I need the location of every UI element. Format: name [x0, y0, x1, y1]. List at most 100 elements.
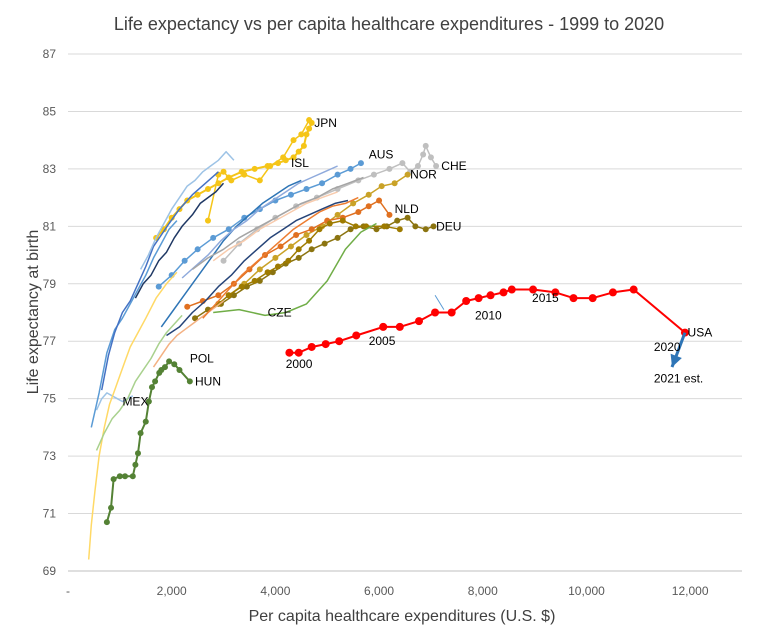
annotation-label: 2020	[654, 340, 681, 354]
data-point	[395, 322, 404, 331]
data-point	[110, 476, 117, 483]
data-point	[427, 154, 434, 161]
y-tick-label: 81	[43, 219, 57, 233]
data-point	[298, 131, 305, 138]
data-point	[507, 285, 516, 294]
y-tick-label: 79	[43, 277, 57, 291]
data-point	[376, 197, 383, 204]
data-point	[350, 200, 357, 207]
annotation-label: 2000	[286, 357, 313, 371]
annotation-label: USA	[688, 326, 713, 340]
data-point	[486, 291, 495, 300]
data-point	[352, 331, 361, 340]
annotation-label: CHE	[441, 159, 466, 173]
data-point	[256, 277, 263, 284]
data-point	[215, 292, 222, 299]
x-tick-label: 8,000	[468, 584, 498, 598]
data-point	[251, 277, 258, 284]
data-point	[355, 208, 362, 215]
data-point	[404, 214, 411, 221]
data-point	[404, 171, 411, 178]
data-point	[420, 151, 427, 158]
data-point	[422, 142, 429, 149]
data-point	[280, 154, 287, 161]
data-point	[396, 226, 403, 233]
data-point	[168, 214, 175, 221]
data-point	[499, 288, 508, 297]
data-point	[474, 294, 483, 303]
data-point	[307, 342, 316, 351]
data-point	[370, 171, 377, 178]
series-line	[95, 314, 183, 451]
data-point	[569, 294, 578, 303]
data-point	[290, 154, 297, 161]
data-point	[381, 223, 388, 230]
annotation-label: DEU	[436, 219, 461, 233]
annotation-label: CZE	[268, 306, 292, 320]
data-point	[319, 180, 326, 187]
data-point	[414, 317, 423, 326]
annotation-labels: JPN ISL AUS CHE NOR NLD DEU CZE POL HUN MEX USA 2020…	[122, 116, 712, 409]
data-point	[412, 223, 419, 230]
axes: 69 71 73 75 77 79 81 83 85 87 - 2,000 4,000 6,000 8,00…	[43, 47, 742, 598]
series-line	[139, 150, 235, 270]
series-line	[181, 165, 338, 279]
data-point	[293, 231, 300, 238]
data-point	[414, 163, 421, 170]
y-tick-label: 69	[43, 564, 57, 578]
annotation-label: ISL	[291, 156, 309, 170]
data-point	[103, 519, 110, 526]
data-point	[306, 117, 313, 124]
x-tick-label: -	[66, 584, 70, 598]
data-point	[303, 131, 310, 138]
callout-line	[434, 295, 445, 310]
data-point	[347, 165, 354, 172]
data-point	[277, 243, 284, 250]
x-tick-label: 2,000	[157, 584, 187, 598]
data-point	[108, 504, 115, 511]
data-point	[352, 223, 359, 230]
data-point	[137, 430, 144, 437]
annotation-label: 2005	[369, 334, 396, 348]
data-point	[357, 160, 364, 167]
data-point	[274, 263, 281, 270]
data-point	[287, 243, 294, 250]
data-point	[373, 226, 380, 233]
y-tick-label: 77	[43, 334, 57, 348]
y-tick-label: 75	[43, 392, 57, 406]
data-point	[290, 137, 297, 144]
data-point	[394, 217, 401, 224]
data-point	[155, 283, 162, 290]
data-point	[220, 168, 227, 175]
series-line	[105, 360, 191, 523]
annotation-label: NOR	[410, 168, 437, 182]
data-point	[256, 266, 263, 273]
data-point	[334, 234, 341, 241]
data-point	[238, 283, 245, 290]
data-point	[306, 125, 313, 132]
data-point	[430, 223, 437, 230]
data-point	[116, 473, 123, 480]
data-point	[295, 246, 302, 253]
chart-title: Life expectancy vs per capita healthcare…	[114, 14, 664, 34]
data-point	[225, 226, 232, 233]
data-point	[264, 269, 271, 276]
series-line	[152, 300, 224, 368]
data-point	[339, 217, 346, 224]
data-point	[204, 185, 211, 192]
data-point	[321, 240, 328, 247]
data-point	[184, 303, 191, 310]
data-point	[192, 315, 199, 322]
annotation-label: 2015	[532, 291, 559, 305]
annotation-label: HUN	[195, 374, 221, 388]
series-line	[202, 196, 359, 319]
series-line	[213, 222, 377, 317]
series-lines	[87, 117, 689, 560]
y-tick-label: 73	[43, 449, 57, 463]
data-point	[230, 292, 237, 299]
data-point	[391, 180, 398, 187]
data-point	[194, 191, 201, 198]
series-line	[217, 219, 400, 305]
